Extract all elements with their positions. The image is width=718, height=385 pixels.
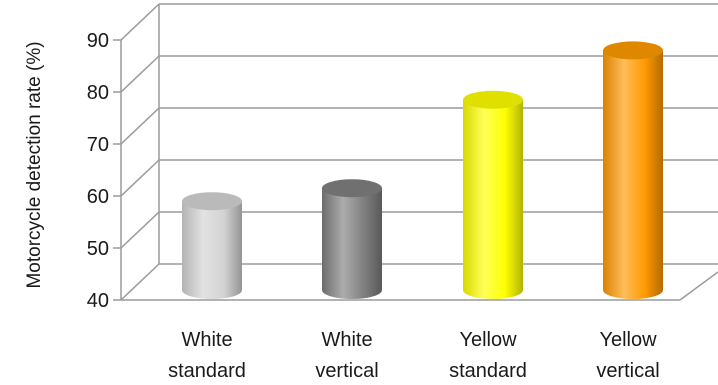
floor-right-edge	[679, 271, 718, 301]
x-category-label-line: White	[321, 329, 372, 351]
chart-bars	[182, 41, 663, 300]
y-tick-label: 90	[87, 30, 109, 52]
x-category-label: White vertical	[315, 329, 378, 382]
x-category-label-line: vertical	[596, 360, 659, 382]
gridline-side	[120, 159, 160, 197]
bar-body	[603, 50, 663, 300]
x-category-label-line: White	[181, 329, 232, 351]
bar-top	[322, 179, 382, 198]
bar-1	[322, 179, 382, 299]
bar-3	[603, 41, 663, 300]
x-category-label-line: standard	[449, 360, 527, 382]
x-category-label-line: standard	[168, 360, 246, 382]
bar-body	[182, 201, 242, 299]
gridline-side	[120, 3, 160, 41]
x-category-label: Yellow standard	[449, 329, 527, 382]
x-axis-categories: White standard White vertical Yellow standard…	[168, 329, 660, 382]
x-category-label: Yellow vertical	[596, 329, 659, 382]
bar-top	[603, 41, 663, 60]
x-category-label-line: Yellow	[599, 329, 657, 351]
bar-body	[322, 188, 382, 299]
y-tick-label: 80	[87, 82, 109, 104]
gridline-side	[120, 211, 160, 249]
gridline-side	[120, 55, 160, 93]
bar-top	[463, 90, 523, 109]
y-axis-label: Motorcycle detection rate (%)	[24, 41, 45, 288]
y-axis-ticks: 40 50 60 70 80 90	[87, 30, 109, 312]
x-category-label-line: vertical	[315, 360, 378, 382]
x-category-label-line: Yellow	[459, 329, 517, 351]
y-tick-label: 50	[87, 238, 109, 260]
bar-0	[182, 192, 242, 299]
bar-2	[463, 90, 523, 299]
bar-body	[463, 99, 523, 299]
y-tick-label: 70	[87, 134, 109, 156]
bar-top	[182, 192, 242, 211]
x-category-label: White standard	[168, 329, 246, 382]
gridline-side	[120, 263, 160, 301]
y-tick-label: 40	[87, 290, 109, 312]
y-tick-label: 60	[87, 186, 109, 208]
gridline-side	[120, 107, 160, 145]
